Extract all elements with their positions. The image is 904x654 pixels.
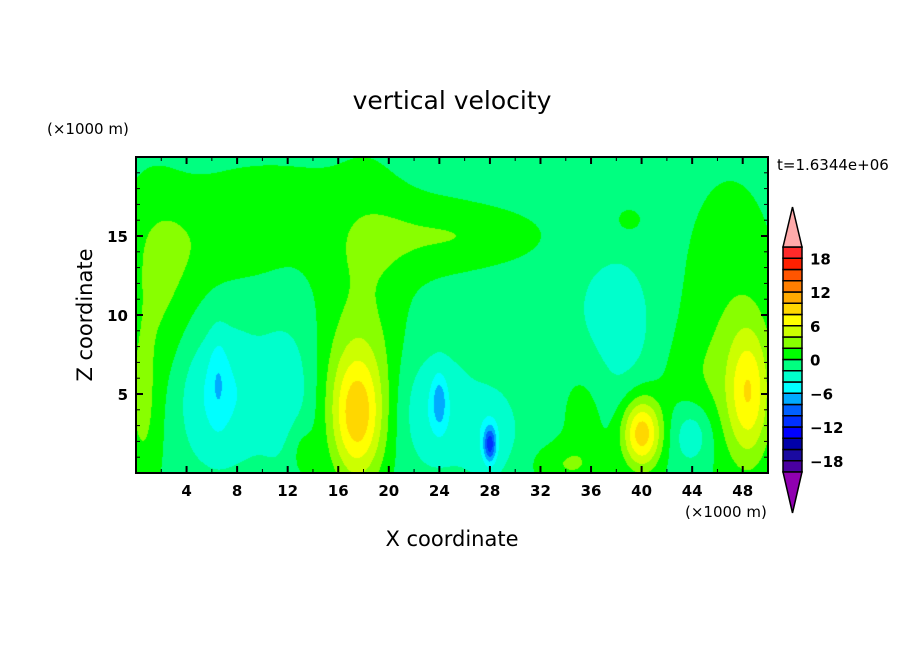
colorbar-box: [782, 257, 803, 271]
colorbar-tick-label: −12: [810, 419, 843, 437]
colorbar-tick-label: 12: [810, 284, 831, 302]
x-tick-label: 4: [181, 482, 191, 500]
x-tick-label: 28: [479, 482, 500, 500]
x-axis-units: (×1000 m): [685, 503, 767, 521]
colorbar-box: [782, 460, 803, 473]
colorbar-box: [782, 392, 803, 406]
x-tick-label: 40: [631, 482, 652, 500]
colorbar-box: [782, 347, 803, 361]
colorbar-over-triangle: [782, 206, 803, 248]
colorbar-box: [782, 415, 803, 428]
y-tick-label: 15: [107, 228, 128, 246]
colorbar-under-triangle: [782, 471, 803, 514]
plot-frame: [135, 156, 769, 474]
x-tick-label: 36: [581, 482, 602, 500]
colorbar-box: [782, 426, 803, 439]
x-tick-label: 44: [682, 482, 703, 500]
colorbar-tick-label: 6: [810, 318, 820, 336]
colorbar-box: [782, 336, 803, 349]
colorbar-tick-label: −6: [810, 385, 833, 403]
colorbar-box: [782, 358, 803, 372]
x-tick-label: 20: [378, 482, 399, 500]
x-tick-label: 48: [732, 482, 753, 500]
colorbar-box: [782, 370, 803, 383]
x-axis-label: X coordinate: [385, 527, 519, 551]
colorbar-box: [782, 302, 803, 316]
x-tick-label: 32: [530, 482, 551, 500]
y-tick-label: 10: [107, 307, 128, 325]
y-tick-label: 5: [118, 386, 128, 404]
colorbar-box: [782, 313, 803, 327]
x-tick-label: 8: [232, 482, 242, 500]
z-axis-units: (×1000 m): [47, 120, 129, 138]
x-tick-label: 12: [277, 482, 298, 500]
colorbar-box: [782, 268, 803, 282]
chart-title: vertical velocity: [352, 86, 552, 115]
colorbar-box: [782, 280, 803, 293]
colorbar-box: [782, 291, 803, 304]
colorbar-tick-label: −18: [810, 453, 843, 471]
contour-field: [136, 157, 768, 473]
colorbar-box: [782, 437, 803, 451]
colorbar-box: [782, 381, 803, 394]
x-tick-label: 24: [429, 482, 450, 500]
colorbar-box: [782, 403, 803, 417]
colorbar-box: [782, 246, 803, 259]
colorbar-box: [782, 325, 803, 338]
x-tick-label: 16: [328, 482, 349, 500]
time-label: t=1.6344e+06: [777, 156, 889, 174]
colorbar-tick-label: 0: [810, 352, 820, 370]
colorbar-box: [782, 448, 803, 462]
colorbar-tick-label: 18: [810, 250, 831, 268]
